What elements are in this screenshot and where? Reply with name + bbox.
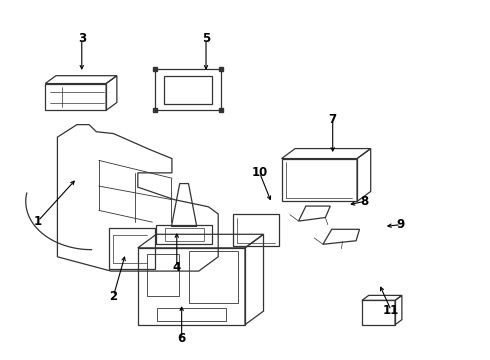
Text: 2: 2 <box>109 289 118 303</box>
Text: 11: 11 <box>383 304 399 317</box>
Text: 4: 4 <box>172 261 181 274</box>
Text: 10: 10 <box>251 166 268 179</box>
Text: 6: 6 <box>177 333 186 346</box>
Text: 3: 3 <box>78 32 86 45</box>
Text: 8: 8 <box>360 195 368 208</box>
Text: 1: 1 <box>34 215 42 228</box>
Text: 7: 7 <box>329 113 337 126</box>
Text: 9: 9 <box>397 218 405 231</box>
Text: 5: 5 <box>202 32 210 45</box>
